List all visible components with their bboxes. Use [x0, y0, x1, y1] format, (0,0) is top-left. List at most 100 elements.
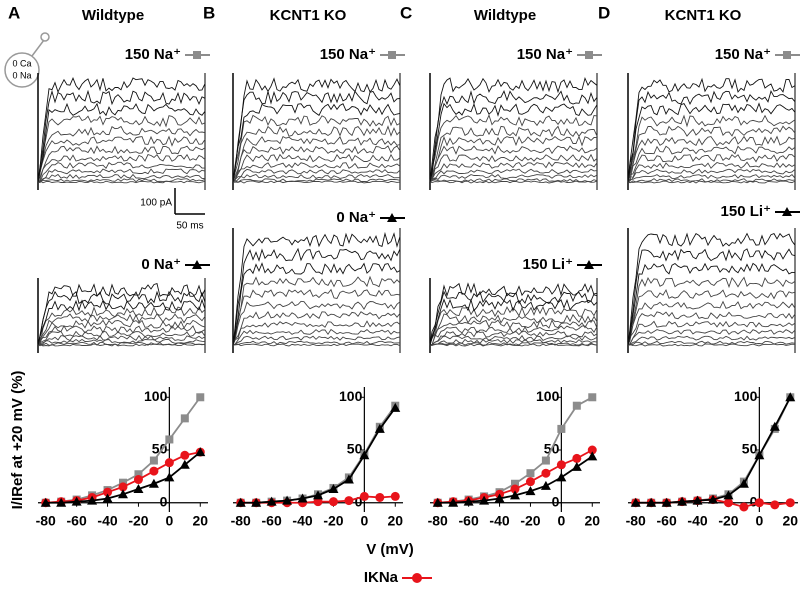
current-trace: [37, 77, 206, 183]
marker: [165, 435, 174, 444]
current-trace: [232, 328, 401, 346]
current-trace: [429, 319, 598, 346]
current-trace: [232, 178, 401, 183]
current-trace: [627, 90, 796, 183]
marker: [359, 450, 370, 460]
current-trace: [429, 342, 598, 346]
current-trace: [429, 173, 598, 183]
legend-label: 150 Na⁺: [715, 46, 771, 63]
marker: [769, 421, 780, 431]
current-trace: [232, 300, 401, 346]
marker: [328, 484, 339, 494]
current-trace: [232, 288, 401, 346]
x-tick-label: -80: [36, 513, 56, 529]
current-trace: [627, 343, 796, 347]
x-tick-label: -20: [128, 513, 148, 529]
y-tick-label: 0: [552, 493, 560, 509]
current-trace: [232, 114, 401, 183]
marker: [432, 497, 443, 507]
legend-marker: [387, 213, 397, 222]
current-trace: [37, 135, 206, 183]
marker: [313, 497, 323, 507]
current-trace: [232, 320, 401, 346]
legend-marker: [388, 51, 396, 59]
marker: [251, 497, 262, 507]
marker: [677, 496, 688, 506]
current-trace: [37, 145, 206, 183]
x-tick-label: 0: [165, 513, 173, 529]
current-trace: [37, 168, 206, 183]
marker: [785, 392, 796, 402]
current-trace: [232, 335, 401, 346]
marker: [196, 393, 205, 402]
current-trace: [429, 180, 598, 184]
x-tick-label: -80: [626, 513, 646, 529]
marker: [692, 495, 703, 505]
current-trace: [627, 320, 796, 346]
current-trace: [37, 298, 206, 346]
marker: [344, 496, 354, 506]
marker: [56, 497, 67, 507]
x-tick-label: 0: [360, 513, 368, 529]
current-trace: [232, 153, 401, 183]
legend-label: 150 Na⁺: [517, 46, 573, 63]
series-line: [635, 396, 792, 504]
current-trace: [37, 338, 206, 347]
panel-letter: C: [400, 3, 412, 22]
marker: [102, 493, 113, 503]
x-tick-label: -60: [459, 513, 479, 529]
marker: [754, 450, 765, 460]
marker: [313, 490, 323, 500]
current-trace: [429, 90, 598, 183]
current-trace: [233, 180, 401, 184]
marker: [180, 450, 190, 460]
scale-label: 100 pA: [140, 198, 172, 209]
x-tick-label: -40: [292, 513, 312, 529]
marker: [572, 401, 581, 410]
marker: [708, 494, 718, 504]
current-trace: [429, 338, 598, 346]
y-tick-label: 0: [750, 493, 758, 509]
marker: [723, 498, 733, 508]
current-trace: [37, 173, 206, 184]
x-tick-label: -40: [687, 513, 707, 529]
current-trace: [37, 102, 206, 183]
legend-label: 0 Na⁺: [336, 209, 376, 226]
marker: [134, 470, 143, 479]
marker: [754, 498, 764, 508]
x-axis-label: V (mV): [366, 541, 414, 558]
y-tick-label: 50: [152, 441, 168, 457]
marker: [723, 490, 734, 500]
current-trace: [232, 275, 401, 346]
marker: [541, 468, 551, 478]
current-trace: [429, 114, 598, 183]
current-trace: [429, 145, 598, 183]
x-tick-label: -20: [718, 513, 738, 529]
legend-marker: [193, 51, 201, 59]
legend-marker: [782, 207, 792, 216]
x-tick-label: -40: [97, 513, 117, 529]
current-trace: [627, 178, 796, 184]
y-tick-label: 100: [144, 388, 168, 404]
icon-label: 0 Ca: [12, 58, 31, 68]
panel-title: Wildtype: [82, 7, 144, 24]
marker: [282, 495, 293, 505]
legend-label: 0 Na⁺: [141, 256, 181, 273]
current-trace: [37, 290, 206, 346]
current-trace: [232, 173, 400, 183]
x-tick-label: 20: [387, 513, 403, 529]
marker: [739, 502, 749, 512]
marker: [525, 477, 535, 487]
current-trace: [627, 102, 796, 183]
current-trace: [37, 334, 206, 346]
x-tick-label: -80: [428, 513, 448, 529]
series-line: [240, 407, 396, 504]
x-tick-label: 20: [782, 513, 798, 529]
current-trace: [232, 262, 401, 346]
x-tick-label: 0: [755, 513, 763, 529]
marker: [266, 496, 277, 506]
current-trace: [429, 168, 598, 183]
current-trace: [232, 103, 401, 183]
y-tick-label: 0: [355, 493, 363, 509]
